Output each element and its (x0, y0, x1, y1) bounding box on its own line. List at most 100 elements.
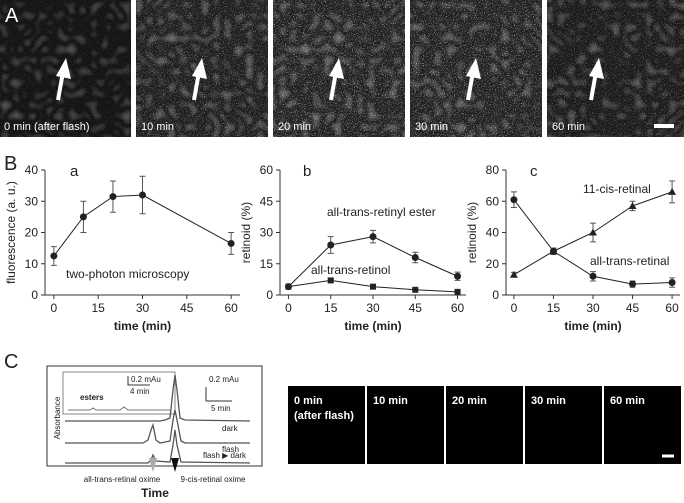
point (510, 196, 518, 204)
point (327, 277, 334, 284)
x-tick-label: 30 (136, 301, 150, 315)
series-label: all-trans-retinyl ester (327, 205, 436, 219)
point (629, 280, 637, 288)
x-tick-label: 15 (547, 301, 561, 315)
inset-label: esters (80, 393, 104, 402)
image-label: 20 min (452, 395, 487, 407)
axis-label: Absorbance (53, 396, 62, 439)
y-axis-label: fluorescence (a. u.) (4, 181, 18, 284)
inset (62, 371, 176, 415)
y-tick-label: 60 (486, 194, 500, 208)
image (446, 386, 523, 464)
y-tick-label: 60 (260, 163, 274, 177)
x-tick-label: 30 (586, 301, 600, 315)
y-tick-label: 20 (486, 257, 500, 271)
y-tick-label: 30 (260, 226, 274, 240)
y-axis-label: retinoid (%) (465, 202, 479, 263)
image-label: 10 min (373, 395, 408, 407)
series-label: all-trans-retinal (590, 254, 669, 268)
micrograph-label: 10 min (141, 121, 174, 133)
peak-label: 9-cis-retinal oxime (181, 475, 246, 484)
image (367, 386, 444, 464)
x-axis-label: time (min) (344, 319, 401, 333)
point (668, 279, 676, 286)
panel-label: A (5, 5, 19, 27)
point (327, 241, 335, 249)
point (454, 272, 462, 280)
y-axis-label: retinoid (%) (239, 202, 253, 263)
point (369, 233, 377, 241)
series-line (288, 236, 458, 288)
micrograph-label: 60 min (552, 121, 585, 133)
image (288, 386, 365, 464)
y-tick-label: 80 (486, 163, 500, 177)
dark-images (288, 386, 681, 464)
image-label: 0 min (294, 395, 323, 407)
y-tick-label: 40 (486, 226, 500, 240)
x-tick-label: 45 (180, 301, 194, 315)
y-tick-label: 30 (25, 194, 39, 208)
panel-label: b (303, 163, 311, 180)
panel-label: C (4, 351, 18, 373)
inset-trace (68, 406, 170, 411)
x-tick-label: 45 (409, 301, 423, 315)
point (589, 228, 597, 236)
texture (547, 0, 684, 137)
panel-label: B (4, 153, 17, 175)
peak-label: all-trans-retinal oxime (84, 475, 161, 484)
image-label: 60 min (610, 395, 645, 407)
point (628, 201, 637, 209)
x-tick-label: 60 (665, 301, 679, 315)
peak-arrow (171, 458, 179, 472)
y-tick-label: 15 (260, 257, 274, 271)
point (549, 247, 557, 255)
scale-label: 4 min (130, 387, 150, 396)
arrows (56, 58, 604, 101)
point (285, 283, 292, 290)
x-tick-label: 0 (511, 301, 518, 315)
x-tick-label: 60 (224, 301, 238, 315)
micrograph-label: 0 min (after flash) (4, 121, 90, 133)
micrograph-label: 30 min (415, 121, 448, 133)
scale (205, 387, 232, 402)
y-tick-label: 40 (25, 163, 39, 177)
image (604, 386, 681, 464)
x-axis-label: time (min) (114, 319, 171, 333)
x-tick-label: 0 (51, 301, 58, 315)
x-tick-label: 30 (366, 301, 380, 315)
y-tick-label: 0 (31, 288, 38, 302)
y-tick-label: 0 (266, 288, 273, 302)
panel-label: a (70, 163, 79, 180)
scale-label: 0.2 mAu (209, 375, 239, 384)
x-tick-label: 15 (324, 301, 338, 315)
inset-scale (127, 376, 150, 386)
image (525, 386, 602, 464)
image-label: 30 min (531, 395, 566, 407)
trace (65, 409, 250, 444)
point (227, 239, 235, 247)
y-tick-label: 45 (260, 194, 274, 208)
micrograph-label: 20 min (278, 121, 311, 133)
image-label: (after flash) (294, 410, 354, 422)
y-tick-label: 10 (25, 257, 39, 271)
point (370, 283, 376, 290)
y-tick-label: 0 (492, 288, 499, 302)
x-axis-label: time (min) (564, 319, 621, 333)
series-label: 11-cis-retinal (583, 182, 651, 196)
x-tick-label: 0 (285, 301, 292, 315)
point (509, 270, 518, 278)
scale-label: 5 min (211, 404, 231, 413)
x-tick-label: 45 (626, 301, 640, 315)
x-tick-label: 60 (451, 301, 465, 315)
point (589, 272, 597, 280)
scale-label: 0.2 mAu (131, 375, 161, 384)
x-tick-label: 15 (92, 301, 106, 315)
annotation: two-photon microscopy (66, 267, 189, 281)
trace (65, 374, 251, 422)
point (454, 288, 461, 295)
series-label: all-trans-retinol (311, 263, 390, 277)
point (50, 252, 58, 260)
point (668, 187, 677, 195)
trace-label: flash (222, 445, 239, 454)
